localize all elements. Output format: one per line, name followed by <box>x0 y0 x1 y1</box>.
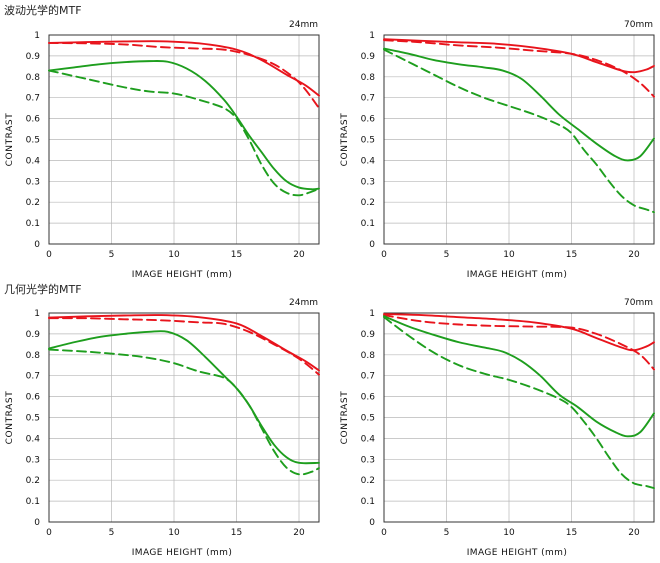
y-tick-label: 0.1 <box>361 497 375 507</box>
x-tick-label: 0 <box>46 528 52 538</box>
x-axis-label: IMAGE HEIGHT (mm) <box>467 548 568 558</box>
y-tick-label: 0.2 <box>361 198 375 208</box>
y-tick-label: 0.4 <box>26 156 41 166</box>
y-tick-label: 0.4 <box>361 156 376 166</box>
section-title-wave-optics: 波动光学的MTF <box>4 4 82 17</box>
y-tick-label: 0.2 <box>361 476 375 486</box>
x-tick-label: 5 <box>109 250 115 260</box>
y-tick-label: 0.6 <box>26 115 41 125</box>
x-tick-label: 0 <box>46 250 52 260</box>
y-tick-label: 0.1 <box>26 219 40 229</box>
chart-title: 24mm <box>289 20 318 30</box>
y-tick-label: 0.1 <box>361 219 375 229</box>
y-tick-label: 0.4 <box>26 434 41 444</box>
series-red-dashed <box>383 314 655 371</box>
x-tick-label: 5 <box>109 528 115 538</box>
x-tick-label: 15 <box>231 250 242 260</box>
y-tick-label: 1 <box>369 31 375 41</box>
x-axis-label: IMAGE HEIGHT (mm) <box>132 270 233 280</box>
y-tick-label: 0.5 <box>26 136 40 146</box>
y-tick-label: 0.7 <box>26 94 40 104</box>
y-tick-label: 0.3 <box>26 177 40 187</box>
y-tick-label: 0.3 <box>361 177 375 187</box>
x-tick-label: 10 <box>503 250 515 260</box>
x-tick-label: 15 <box>566 528 577 538</box>
x-axis-label: IMAGE HEIGHT (mm) <box>132 548 233 558</box>
y-tick-label: 0.8 <box>26 73 41 83</box>
y-tick-label: 0.5 <box>26 414 40 424</box>
x-tick-label: 20 <box>628 250 640 260</box>
y-tick-label: 0.4 <box>361 434 376 444</box>
y-tick-label: 0.1 <box>26 497 40 507</box>
y-tick-label: 0.9 <box>26 52 41 62</box>
x-tick-label: 0 <box>381 528 387 538</box>
y-tick-label: 1 <box>34 31 40 41</box>
x-tick-label: 10 <box>168 528 180 538</box>
y-tick-label: 0.2 <box>26 198 40 208</box>
chart-title: 70mm <box>624 298 653 308</box>
plot-frame <box>48 34 320 245</box>
y-tick-label: 0.6 <box>361 393 376 403</box>
y-tick-label: 0.8 <box>361 351 376 361</box>
x-tick-label: 5 <box>444 528 450 538</box>
x-tick-label: 20 <box>293 250 305 260</box>
series-red-solid <box>48 314 320 372</box>
x-tick-label: 15 <box>566 250 577 260</box>
y-tick-label: 1 <box>369 309 375 319</box>
y-tick-label: 0.7 <box>361 94 375 104</box>
series-red-dashed <box>48 41 320 110</box>
y-tick-label: 0.7 <box>361 372 375 382</box>
y-tick-label: 0.3 <box>361 455 375 465</box>
y-tick-label: 0.6 <box>361 115 376 125</box>
y-tick-label: 0 <box>34 240 40 250</box>
y-tick-label: 0 <box>369 518 375 528</box>
y-axis-label: CONTRAST <box>340 391 350 445</box>
y-tick-label: 0 <box>34 518 40 528</box>
y-tick-label: 0.3 <box>26 455 40 465</box>
y-tick-label: 0 <box>369 240 375 250</box>
series-green-solid <box>383 47 655 162</box>
y-axis-label: CONTRAST <box>340 113 350 167</box>
series-green-dashed <box>383 316 655 490</box>
y-tick-label: 1 <box>34 309 40 319</box>
series-green-dashed <box>48 348 320 476</box>
x-tick-label: 10 <box>168 250 180 260</box>
series-green-dashed <box>383 48 655 214</box>
y-axis-label: CONTRAST <box>5 113 15 167</box>
series-green-solid <box>48 60 320 191</box>
series-red-dashed <box>48 317 320 376</box>
series-red-solid <box>383 313 655 352</box>
y-tick-label: 0.2 <box>26 476 40 486</box>
y-tick-label: 0.7 <box>26 372 40 382</box>
x-tick-label: 10 <box>503 528 515 538</box>
x-tick-label: 0 <box>381 250 387 260</box>
x-tick-label: 20 <box>293 528 305 538</box>
y-axis-label: CONTRAST <box>5 391 15 445</box>
y-tick-label: 0.9 <box>361 52 376 62</box>
x-tick-label: 20 <box>628 528 640 538</box>
series-green-solid <box>48 330 320 465</box>
plot-frame <box>48 312 320 523</box>
series-red-dashed <box>383 39 655 98</box>
chart-title: 70mm <box>624 20 653 30</box>
y-tick-label: 0.9 <box>26 330 41 340</box>
x-axis-label: IMAGE HEIGHT (mm) <box>467 270 568 280</box>
y-tick-label: 0.9 <box>361 330 376 340</box>
y-tick-label: 0.5 <box>361 136 375 146</box>
x-tick-label: 5 <box>444 250 450 260</box>
y-tick-label: 0.5 <box>361 414 375 424</box>
series-red-solid <box>48 40 320 97</box>
y-tick-label: 0.6 <box>26 393 41 403</box>
series-green-dashed <box>48 69 320 197</box>
x-tick-label: 15 <box>231 528 242 538</box>
series-green-solid <box>383 315 655 438</box>
y-tick-label: 0.8 <box>26 351 41 361</box>
plot-frame <box>383 312 655 523</box>
chart-title: 24mm <box>289 298 318 308</box>
y-tick-label: 0.8 <box>361 73 376 83</box>
section-title-geometric-optics: 几何光学的MTF <box>4 283 82 296</box>
